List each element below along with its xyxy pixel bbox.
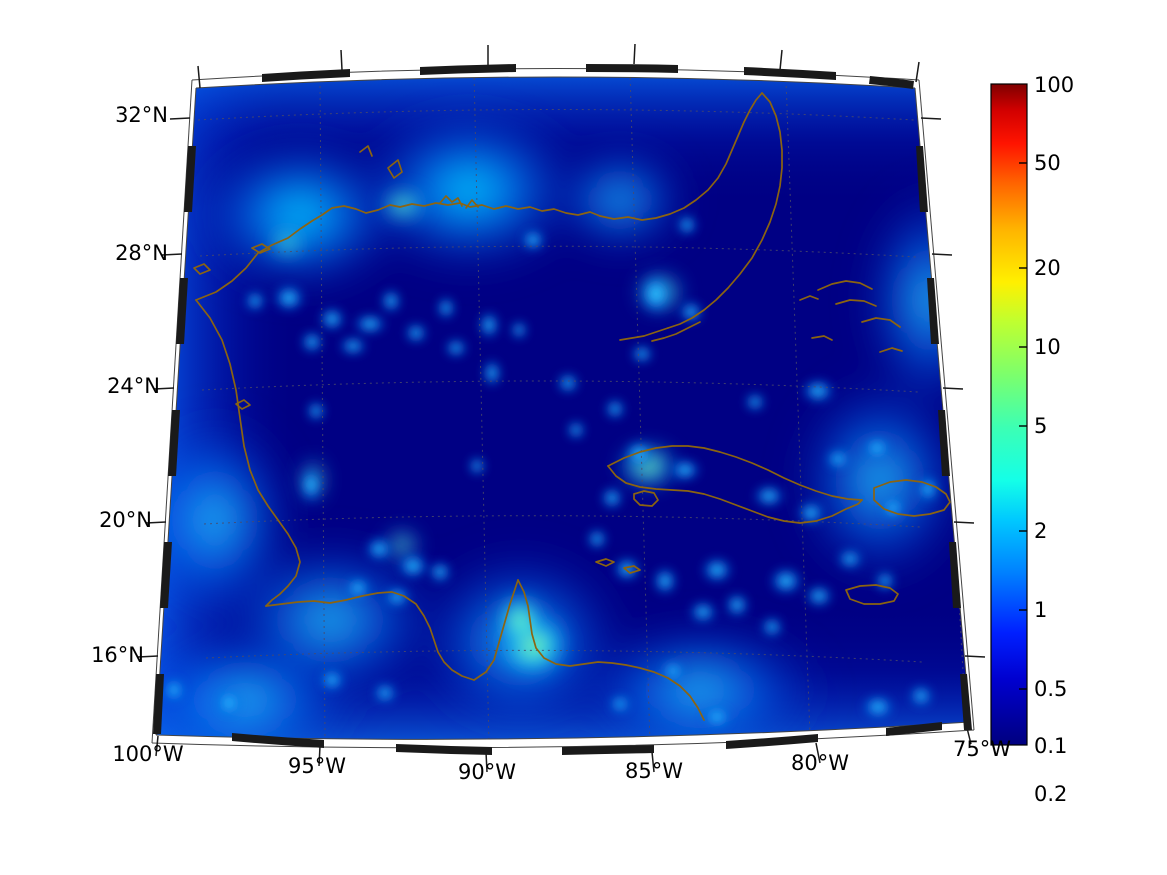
- colorbar-label-50: 50: [1034, 151, 1061, 175]
- colorbar-label-20: 20: [1034, 256, 1061, 280]
- colorbar-label-5: 5: [1034, 414, 1048, 438]
- x-tick-label-85W: 85°W: [625, 759, 683, 783]
- x-tick-label-95W: 95°W: [288, 754, 346, 778]
- colorbar-label-2: 2: [1034, 519, 1048, 543]
- coastlines: [193, 92, 951, 721]
- x-tick-label-75W: 75°W: [953, 737, 1011, 761]
- raster-field: [156, 77, 970, 740]
- map-frame: [137, 43, 986, 773]
- y-tick-label-32N: 32°N: [115, 103, 168, 127]
- y-tick-label-28N: 28°N: [115, 241, 168, 265]
- colorbar-label-0.2: 0.2: [1034, 782, 1068, 806]
- colorbar-label-10: 10: [1034, 335, 1061, 359]
- colorbar-gradient[interactable]: [990, 83, 1028, 746]
- colorbar-label-1: 1: [1034, 598, 1048, 622]
- colorbar-label-100: 100: [1034, 73, 1075, 97]
- x-tick-label-80W: 80°W: [791, 751, 849, 775]
- y-tick-label-24N: 24°N: [107, 374, 160, 398]
- y-tick-label-16N: 16°N: [91, 643, 144, 667]
- x-tick-label-100W: 100°W: [112, 742, 184, 766]
- colorbar[interactable]: [990, 83, 1028, 746]
- x-tick-label-90W: 90°W: [458, 760, 516, 784]
- colorbar-label-0.5: 0.5: [1034, 677, 1068, 701]
- y-tick-label-20N: 20°N: [99, 508, 152, 532]
- colorbar-ticks: [1019, 162, 1027, 690]
- colorbar-label-0.1: 0.1: [1034, 734, 1068, 758]
